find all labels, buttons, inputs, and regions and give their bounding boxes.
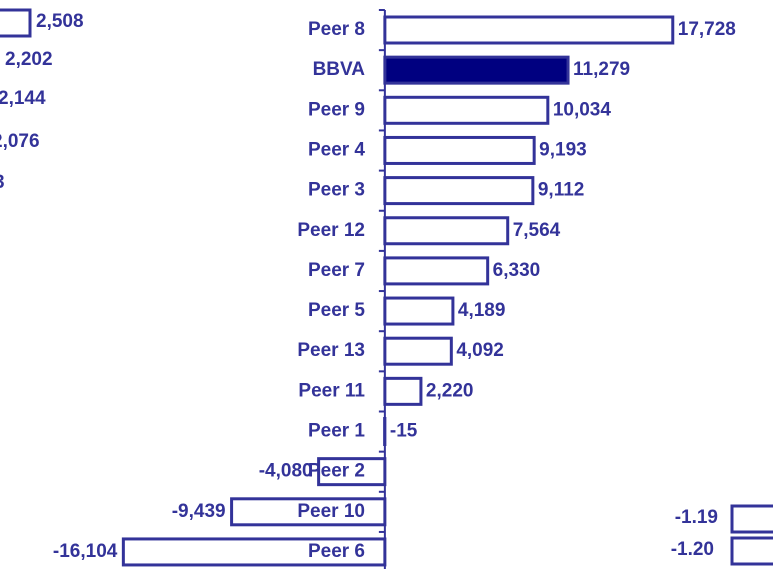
fragment-bar [730,536,773,566]
value-label: 2,220 [426,380,474,401]
fragment-label: 2,144 [0,88,46,109]
value-label: -4,080 [259,461,313,482]
bar [230,497,387,527]
category-label: Peer 5 [308,300,365,321]
value-label: 9,112 [538,180,585,201]
value-label: 11,279 [573,59,630,80]
value-label: 4,092 [456,340,504,361]
bar [383,176,535,206]
category-label: Peer 3 [308,180,365,201]
category-label: Peer 7 [308,260,365,281]
category-label: Peer 11 [298,380,365,401]
bar [383,216,510,246]
bar [383,95,550,125]
category-label: Peer 13 [297,340,365,361]
fragment-label: 2,202 [5,49,53,70]
category-label: Peer 6 [308,541,365,562]
bar [383,336,453,366]
value-label: 10,034 [553,99,612,120]
value-label: 9,193 [539,139,587,160]
value-label: -16,104 [53,541,118,562]
fragment-label: 3 [0,172,5,193]
value-label: 4,189 [458,300,506,321]
bar [383,376,423,406]
category-label: Peer 9 [308,99,365,120]
category-label: Peer 1 [308,421,365,442]
fragment-label: -1.19 [675,507,718,528]
value-label: 17,728 [678,19,736,40]
bar [383,15,675,45]
fragment-label: 2,508 [36,11,84,32]
category-label: Peer 8 [308,19,365,40]
fragment-label: 2,076 [0,131,40,152]
value-label: -15 [390,421,418,442]
category-label: Peer 2 [308,461,365,482]
fragment-label: -1.20 [671,539,714,560]
value-label: -9,439 [172,501,226,522]
fragment-bar [730,504,773,534]
category-label: BBVA [313,59,366,80]
bar [383,296,455,326]
category-label: Peer 4 [308,139,365,160]
bar [383,135,536,165]
bar [383,256,490,286]
category-label: Peer 12 [297,220,365,241]
value-label: 7,564 [513,220,561,241]
category-label: Peer 10 [297,501,365,522]
bar [383,55,570,85]
fragment-bar [0,8,32,38]
value-label: 6,330 [493,260,541,281]
